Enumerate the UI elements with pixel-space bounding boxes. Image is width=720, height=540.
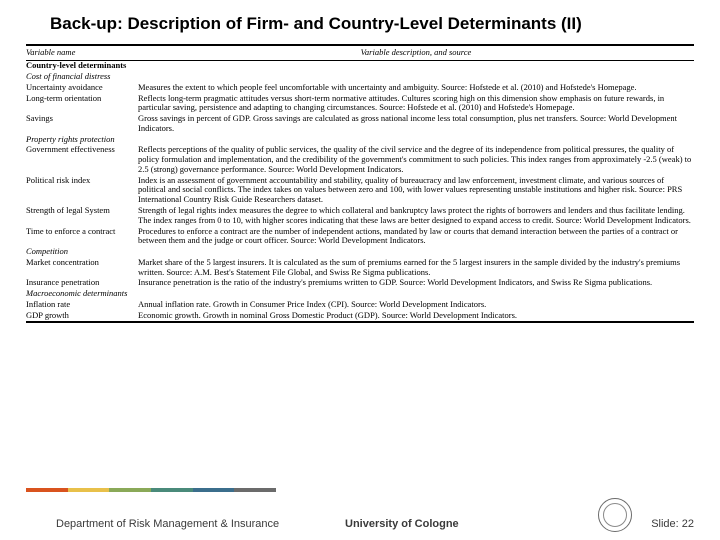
section-heading: Country-level determinants [26,60,694,71]
variable-name: Government effectiveness [26,145,138,175]
variable-description: Gross savings in percent of GDP. Gross s… [138,114,694,135]
footer: Department of Risk Management & Insuranc… [0,480,720,540]
variable-name: Time to enforce a contract [26,226,138,247]
variable-description: Market share of the 5 largest insurers. … [138,257,694,278]
variable-name: Savings [26,114,138,135]
determinants-table-wrap: Variable name Variable description, and … [0,44,720,323]
variable-description: Reflects long-term pragmatic attitudes v… [138,93,694,114]
variable-description: Insurance penetration is the ratio of th… [138,278,694,289]
variable-name: Uncertainty avoidance [26,82,138,93]
subsection-heading: Cost of financial distress [26,72,694,83]
stripe-segment [68,488,110,492]
stripe-segment [193,488,235,492]
stripe-segment [234,488,276,492]
variable-description: Index is an assessment of government acc… [138,175,694,205]
footer-university: University of Cologne [345,518,459,530]
subsection-heading: Macroeconomic determinants [26,289,694,300]
subsection-heading: Competition [26,247,694,258]
stripe-segment [151,488,193,492]
variable-description: Strength of legal rights index measures … [138,205,694,226]
variable-description: Economic growth. Growth in nominal Gross… [138,310,694,322]
variable-name: Long-term orientation [26,93,138,114]
header-variable-name: Variable name [26,45,138,60]
page-title: Back-up: Description of Firm- and Countr… [0,0,720,44]
variable-name: Political risk index [26,175,138,205]
variable-description: Reflects perceptions of the quality of p… [138,145,694,175]
footer-slide-number: Slide: 22 [651,518,694,530]
determinants-table: Variable name Variable description, and … [26,44,694,323]
variable-name: Market concentration [26,257,138,278]
variable-description: Annual inflation rate. Growth in Consume… [138,299,694,310]
variable-description: Measures the extent to which people feel… [138,82,694,93]
variable-description: Procedures to enforce a contract are the… [138,226,694,247]
variable-name: Insurance penetration [26,278,138,289]
variable-name: GDP growth [26,310,138,322]
footer-department: Department of Risk Management & Insuranc… [56,518,279,530]
header-variable-desc: Variable description, and source [138,45,694,60]
variable-name: Strength of legal System [26,205,138,226]
subsection-heading: Property rights protection [26,134,694,145]
variable-name: Inflation rate [26,299,138,310]
stripe-segment [109,488,151,492]
accent-stripe [26,488,276,492]
university-seal-icon [598,498,632,532]
stripe-segment [26,488,68,492]
